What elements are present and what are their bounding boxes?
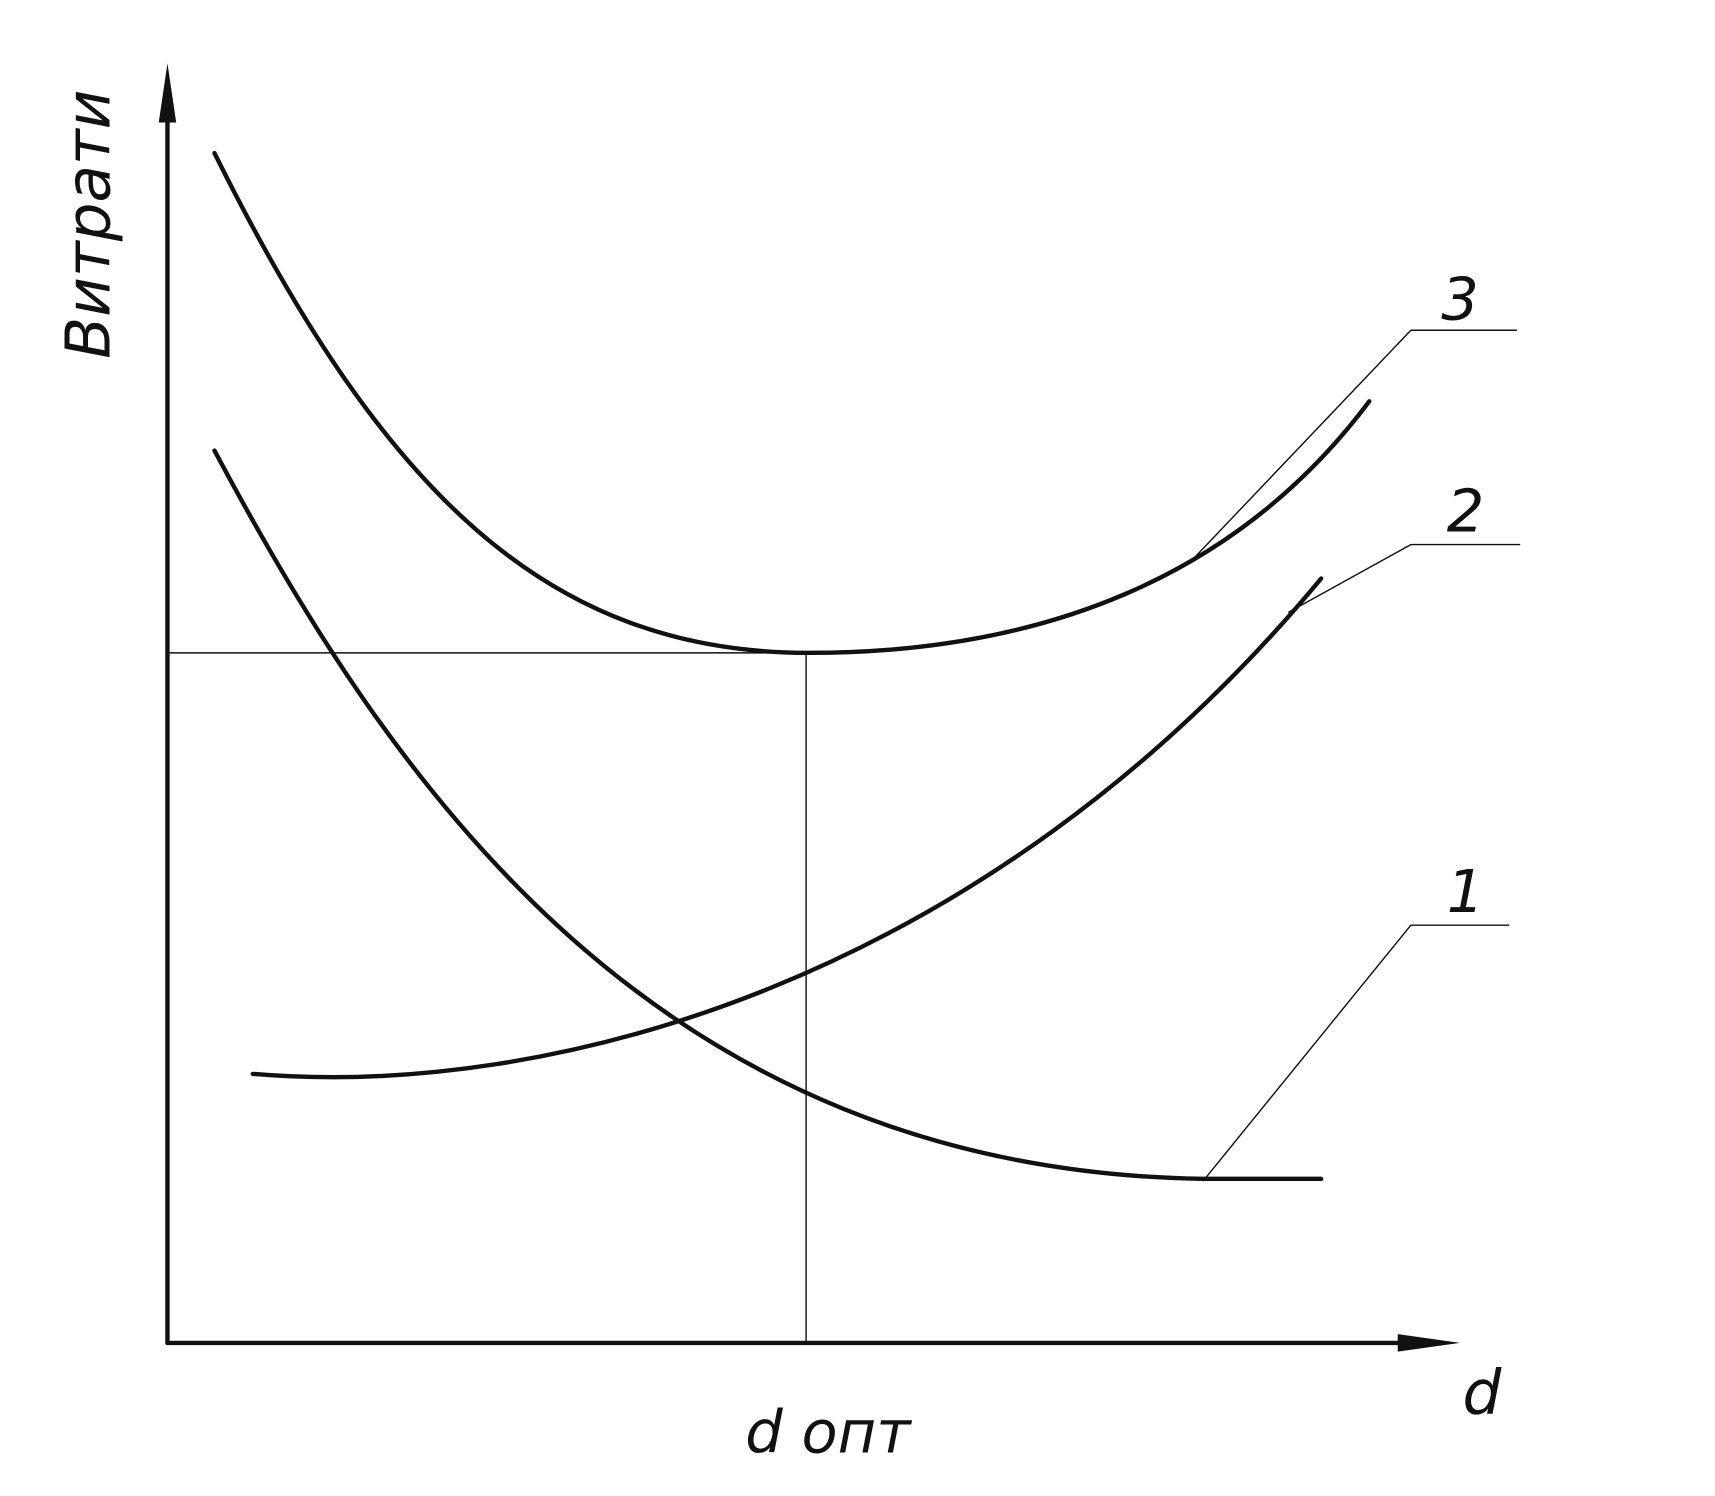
leader-2 <box>1288 543 1521 614</box>
y-axis-arrow <box>158 63 177 123</box>
curve-1 <box>212 448 1324 1182</box>
x-axis-label: d <box>1462 1358 1502 1429</box>
curve-3 <box>212 150 1372 656</box>
leader-3 <box>1193 329 1517 559</box>
leader-1 <box>1202 924 1510 1182</box>
y-axis-label: Витрати <box>54 90 125 359</box>
x-axis-arrow <box>1397 1334 1461 1352</box>
curve-label: 3 <box>1441 264 1479 333</box>
curve-label: 2 <box>1447 476 1485 545</box>
optimum-label: d опт <box>745 1397 912 1466</box>
curve-2 <box>250 576 1324 1080</box>
curve-label: 1 <box>1447 857 1485 926</box>
